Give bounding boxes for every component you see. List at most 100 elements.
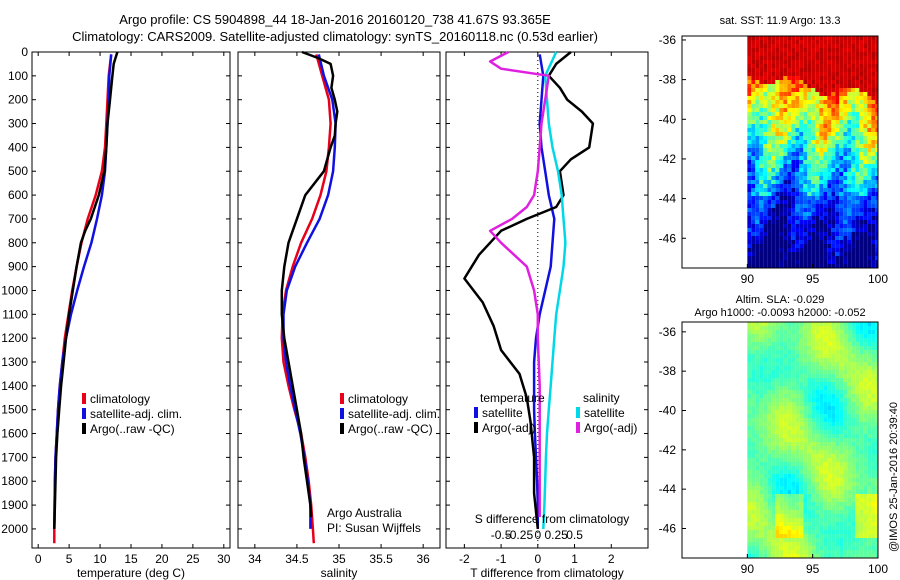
sst-map-cell <box>831 52 836 56</box>
sst-map-cell <box>791 108 796 112</box>
sla-map-cell <box>795 414 800 418</box>
sla-map-cell <box>827 518 832 522</box>
sst-map-cell <box>787 172 792 176</box>
sst-map-cell <box>859 204 864 208</box>
sst-map-cell <box>863 168 868 172</box>
sst-map-field <box>747 36 878 268</box>
sla-map-cell <box>835 478 840 482</box>
sla-map-cell <box>859 398 864 402</box>
sla-map-cell <box>747 490 752 494</box>
sst-map-cell <box>759 144 764 148</box>
sst-map-cell <box>779 76 784 80</box>
sst-map-cell <box>807 120 812 124</box>
sst-map-cell <box>863 52 868 56</box>
sst-map-cell <box>855 180 860 184</box>
sst-map-cell <box>843 64 848 68</box>
sst-map-cell <box>779 264 784 268</box>
sst-map-cell <box>811 236 816 240</box>
sst-map-cell <box>851 108 856 112</box>
sla-map-cell <box>759 370 764 374</box>
sla-map-cell <box>847 530 852 534</box>
sst-map-cell <box>763 212 768 216</box>
sla-map-cell <box>843 550 848 554</box>
sst-map-cell <box>791 248 796 252</box>
sst-map-cell <box>771 180 776 184</box>
sla-map-cell <box>823 330 828 334</box>
sla-map-cell <box>847 454 852 458</box>
sla-map-cell <box>791 354 796 358</box>
sla-map-cell <box>791 338 796 342</box>
sla-map-cell <box>759 450 764 454</box>
sst-map-cell <box>767 204 772 208</box>
sst-map-cell <box>823 164 828 168</box>
sst-map-cell <box>771 136 776 140</box>
sla-map-cell <box>815 530 820 534</box>
sla-map-cell <box>835 326 840 330</box>
sst-map-cell <box>831 204 836 208</box>
sst-map-cell <box>787 228 792 232</box>
sla-map-cell <box>783 438 788 442</box>
sst-map-cell <box>875 216 878 220</box>
sla-map-cell <box>751 426 756 430</box>
sla-map-cell <box>775 454 780 458</box>
sla-map-cell <box>791 378 796 382</box>
sst-map-cell <box>799 60 804 64</box>
sla-map-cell <box>771 390 776 394</box>
sla-map-cell <box>791 546 796 550</box>
sst-map-cell <box>847 244 852 248</box>
sla-map-cell <box>855 418 860 422</box>
sst-map-cell <box>759 140 764 144</box>
sla-map-cell <box>783 454 788 458</box>
sst-map-cell <box>831 212 836 216</box>
sla-map-cell <box>811 326 816 330</box>
sla-map-cell <box>843 378 848 382</box>
sst-map-cell <box>759 212 764 216</box>
sst-map-cell <box>811 168 816 172</box>
sst-map-cell <box>803 104 808 108</box>
sst-map-cell <box>759 232 764 236</box>
sst-map-cell <box>867 116 872 120</box>
sst-map-cell <box>803 224 808 228</box>
sst-map-cell <box>859 216 864 220</box>
sst-map-cell <box>835 164 840 168</box>
sst-map-cell <box>791 84 796 88</box>
sla-map-cell <box>787 390 792 394</box>
sla-map-cell <box>771 350 776 354</box>
sla-map-cell <box>803 386 808 390</box>
sst-map-cell <box>863 104 868 108</box>
sst-map-cell <box>875 180 878 184</box>
sla-map-cell <box>799 382 804 386</box>
sla-map-cell <box>819 470 824 474</box>
sst-map-cell <box>783 172 788 176</box>
sla-map-cell <box>779 490 784 494</box>
sst-map-cell <box>827 140 832 144</box>
sst-map-cell <box>747 112 752 116</box>
sst-map-cell <box>795 64 800 68</box>
sla-map-cell <box>775 510 780 514</box>
sst-map-cell <box>827 108 832 112</box>
sla-map-cell <box>839 334 844 338</box>
sla-map-cell <box>875 338 878 342</box>
sst-map-cell <box>807 92 812 96</box>
sst-map-cell <box>775 188 780 192</box>
sst-map-cell <box>751 136 756 140</box>
sst-map-cell <box>819 232 824 236</box>
sla-map-cell <box>851 530 856 534</box>
sla-map-cell <box>867 534 872 538</box>
sst-map-cell <box>787 236 792 240</box>
sst-map-cell <box>871 192 876 196</box>
sla-map-cell <box>767 542 772 546</box>
depth-tick-label: 1500 <box>1 403 28 417</box>
sst-map-cell <box>803 152 808 156</box>
sst-map-cell <box>771 176 776 180</box>
sla-map-xtick-label: 95 <box>806 562 820 576</box>
sst-map-cell <box>811 84 816 88</box>
sla-map-cell <box>827 510 832 514</box>
sla-map-cell <box>811 358 816 362</box>
sla-map-cell <box>783 518 788 522</box>
sla-map-ytick-label: -36 <box>659 325 677 339</box>
sst-map-cell <box>763 128 768 132</box>
sst-map-cell <box>827 252 832 256</box>
sst-map-cell <box>775 72 780 76</box>
sla-map-cell <box>751 406 756 410</box>
